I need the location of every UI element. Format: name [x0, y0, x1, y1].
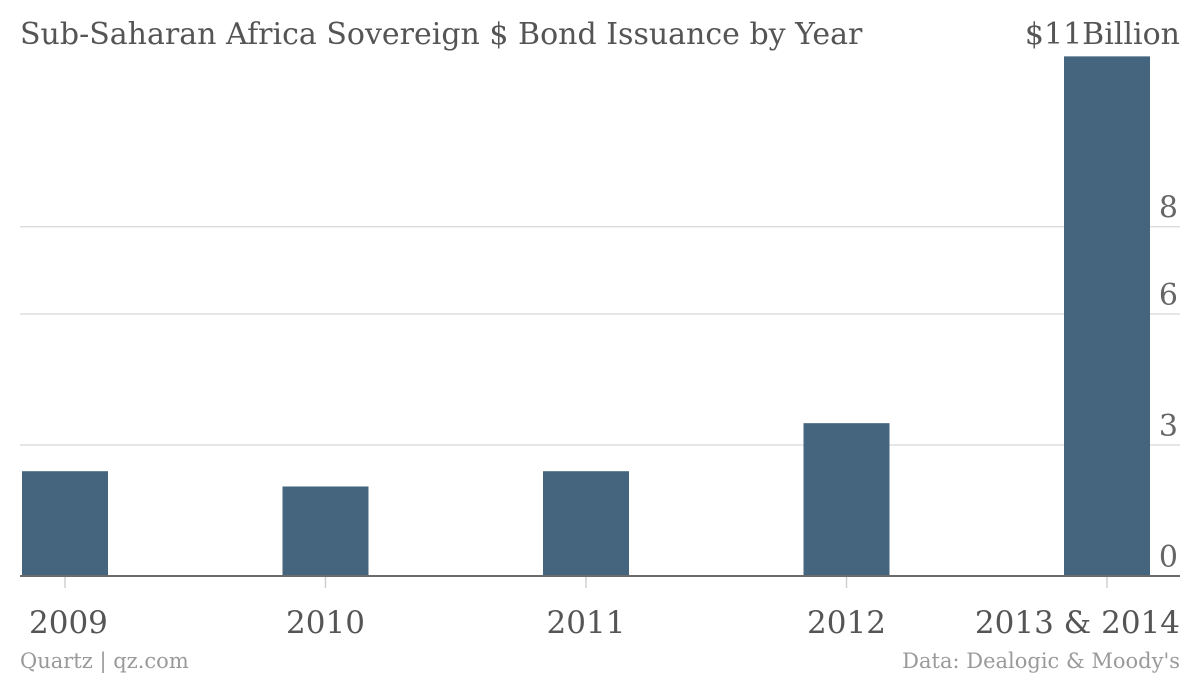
- unit-label: $11Billion: [1025, 17, 1180, 52]
- source-left: Quartz | qz.com: [20, 649, 189, 674]
- y-tick-label: 6: [1159, 278, 1178, 313]
- gridlines: [20, 225, 1180, 446]
- bar-2012: [803, 423, 890, 576]
- bar-2009: [22, 471, 108, 576]
- x-tick-label: 2012: [807, 605, 886, 641]
- x-tick-label: 2013 & 2014: [975, 605, 1180, 641]
- y-tick-label: 3: [1159, 409, 1178, 444]
- chart-title: Sub-Saharan Africa Sovereign $ Bond Issu…: [20, 17, 863, 52]
- bar-2013-2014: [1064, 56, 1150, 577]
- y-tick-label: 8: [1159, 191, 1178, 226]
- y-tick-label: 0: [1159, 540, 1178, 575]
- x-tick-label: 2009: [29, 605, 108, 641]
- x-tick-label: 2011: [547, 605, 626, 641]
- bar-2010: [282, 486, 369, 576]
- bar-2011: [543, 471, 629, 576]
- bars: [22, 56, 1150, 577]
- x-axis-ticks: 2009 2010 2011 2012 2013 & 2014: [29, 577, 1180, 641]
- source-right: Data: Dealogic & Moody's: [902, 649, 1180, 673]
- y-axis-ticks: 0 3 6 8: [1159, 191, 1178, 575]
- x-tick-label: 2010: [286, 605, 365, 641]
